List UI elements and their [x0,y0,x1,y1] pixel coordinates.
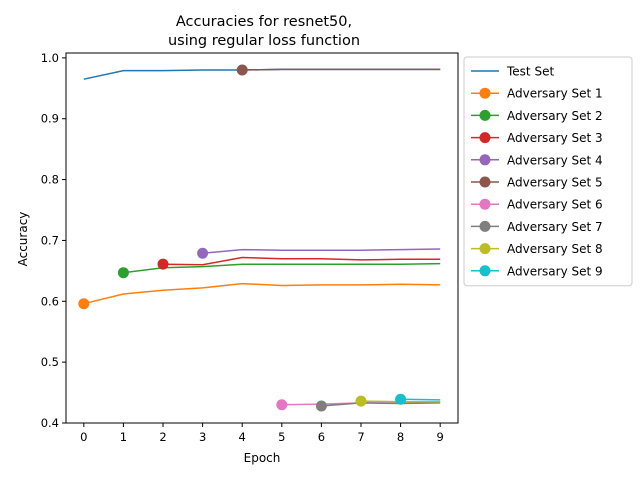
legend-swatch-marker [479,132,491,144]
legend-label-adversary-set-2: Adversary Set 2 [507,109,603,123]
legend-label-adversary-set-4: Adversary Set 4 [507,153,603,167]
series-line-adversary-set-1 [83,282,441,305]
legend-label-adversary-set-9: Adversary Set 9 [507,264,603,278]
legend-box [463,56,633,287]
x-tick-label: 1 [120,430,127,444]
legend-label-adversary-set-5: Adversary Set 5 [507,176,603,190]
series-start-marker-adversary-set-5 [236,64,248,76]
series-start-marker-adversary-set-6 [276,399,288,411]
legend-swatch-marker [479,198,491,210]
legend-label-adversary-set-7: Adversary Set 7 [507,220,603,234]
x-tick-label: 0 [80,430,87,444]
series-start-marker-adversary-set-7 [315,400,327,412]
y-axis-ticks: 0.4 0.5 0.6 0.7 0.8 0.9 1.0 [41,51,66,430]
x-tick-label: 5 [278,430,285,444]
series-line-adversary-set-2 [123,262,441,274]
legend-label-adversary-set-6: Adversary Set 6 [507,198,603,212]
series-line-adversary-set-7 [321,402,441,407]
legend-swatch-marker [479,154,491,166]
chart-title-line-1: Accuracies for resnet50, [176,14,352,30]
series-line-adversary-set-5 [242,68,441,71]
series-start-marker-adversary-set-8 [355,395,367,407]
y-tick-label: 0.4 [41,416,59,430]
legend-label-adversary-set-1: Adversary Set 1 [507,87,603,101]
series-start-marker-adversary-set-3 [157,258,169,270]
x-tick-label: 3 [199,430,206,444]
x-tick-label: 6 [318,430,325,444]
x-axis-label: Epoch [244,451,281,465]
series-start-marker-adversary-set-4 [197,247,209,259]
legend-swatch-marker [479,220,491,232]
chart-title-line-2: using regular loss function [168,33,360,49]
x-tick-label: 7 [357,430,364,444]
series-line-adversary-set-3 [162,256,441,266]
plot-lines [83,68,441,407]
series-start-marker-adversary-set-2 [117,267,129,279]
y-tick-label: 0.9 [41,112,59,126]
x-tick-label: 9 [437,430,444,444]
legend-swatch-marker [479,176,491,188]
series-line-adversary-set-4 [202,248,441,254]
y-axis-label: Accuracy [16,212,30,267]
y-tick-label: 0.8 [41,173,59,187]
y-tick-label: 0.6 [41,294,59,308]
legend-label-test-set: Test Set [506,65,554,79]
y-tick-label: 1.0 [41,51,59,65]
y-tick-label: 0.7 [41,233,59,247]
chart-legend: Test Set Adversary Set 1 Adversary Set 2 Ad… [463,56,633,287]
y-tick-label: 0.5 [41,355,59,369]
x-tick-label: 2 [159,430,166,444]
x-tick-label: 8 [397,430,404,444]
series-start-marker-adversary-set-1 [78,298,90,310]
plot-markers [78,64,407,412]
legend-swatch-marker [479,243,491,255]
series-line-test-set [83,68,441,80]
legend-swatch-marker [479,109,491,121]
x-tick-label: 4 [239,430,246,444]
plot-frame [65,52,459,424]
legend-swatch-marker [479,265,491,277]
legend-swatch-marker [479,87,491,99]
legend-label-adversary-set-3: Adversary Set 3 [507,131,603,145]
legend-label-adversary-set-8: Adversary Set 8 [507,242,603,256]
series-start-marker-adversary-set-9 [395,393,407,405]
x-axis-ticks: 0 1 2 3 4 5 6 7 8 9 [80,423,444,444]
series-line-adversary-set-9 [400,398,441,401]
